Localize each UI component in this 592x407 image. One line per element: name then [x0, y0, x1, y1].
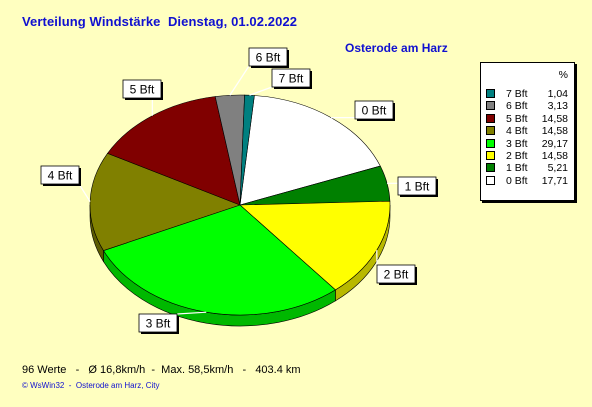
- legend-value: 3,13: [547, 100, 568, 113]
- legend-value: 1,04: [547, 88, 568, 100]
- legend-swatch: [486, 151, 495, 160]
- legend-swatch: [486, 175, 495, 185]
- legend-swatch: [486, 113, 495, 123]
- pie-label-box: [271, 68, 311, 88]
- footer-credit: © WsWin32 - Osterode am Harz, City: [22, 381, 160, 390]
- legend-swatch: [486, 138, 495, 148]
- legend-item: 6 Bft 3,13: [486, 100, 572, 112]
- legend-label: 1 Bft: [506, 162, 528, 175]
- legend-label: 5 Bft: [506, 112, 528, 125]
- legend-swatch: [486, 101, 495, 111]
- legend-value: 14,58: [541, 125, 568, 138]
- legend-item: 7 Bft 1,04: [486, 88, 572, 100]
- legend-item: 0 Bft 17,71: [486, 175, 572, 187]
- pie-label-box: [397, 176, 437, 196]
- pie-slice-7-bft: [239, 94, 255, 206]
- legend-header: %: [558, 69, 568, 81]
- stats-line: 96 Werte - Ø 16,8km/h - Max. 58,5km/h - …: [22, 364, 301, 376]
- pie-label-box: [376, 264, 416, 284]
- legend-value: 14,58: [541, 112, 568, 125]
- legend-label: 7 Bft: [506, 88, 528, 100]
- legend-value: 17,71: [541, 174, 568, 187]
- pie-slice-label: 2 Bft: [384, 268, 409, 282]
- pie-leader-line: [249, 86, 273, 96]
- legend-label: 0 Bft: [506, 174, 528, 187]
- pie-slice-3-bft: [103, 204, 336, 316]
- legend-label: 4 Bft: [506, 125, 528, 138]
- pie-slice-label: 1 Bft: [405, 180, 430, 194]
- pie-leader-line: [229, 65, 250, 96]
- pie-leader-line: [176, 311, 207, 315]
- legend-label: 3 Bft: [506, 137, 528, 150]
- pie-slice-label: 7 Bft: [279, 72, 304, 86]
- chart-subtitle-location: Osterode am Harz: [345, 41, 448, 55]
- legend-value: 14,58: [541, 150, 568, 162]
- pie-slice-label: 0 Bft: [362, 104, 387, 118]
- pie-top: [89, 94, 391, 316]
- pie-slice-label: 6 Bft: [256, 51, 281, 65]
- pie-slice-0-bft: [239, 95, 381, 206]
- legend-item: 1 Bft 5,21: [486, 162, 572, 174]
- pie-label-box: [122, 79, 162, 99]
- legend-swatch: [486, 89, 495, 98]
- legend-value: 5,21: [547, 162, 568, 175]
- legend-label: 6 Bft: [506, 100, 528, 113]
- legend: % 7 Bft 1,04 6 Bft 3,13 5 Bft 14,58 4 Bft 14,58…: [480, 62, 575, 201]
- pie-slice-label: 4 Bft: [48, 169, 73, 183]
- pie-leader-line: [78, 183, 91, 202]
- pie-label-box: [354, 100, 394, 120]
- pie-slice-label: 3 Bft: [146, 317, 171, 331]
- legend-label: 2 Bft: [506, 150, 528, 162]
- legend-swatch: [486, 126, 495, 136]
- legend-item: 5 Bft 14,58: [486, 113, 572, 125]
- pie-label-box: [138, 313, 178, 333]
- pie-label-box: [40, 165, 80, 185]
- legend-value: 29,17: [541, 137, 568, 150]
- pie-label-box: [248, 47, 288, 67]
- legend-swatch: [486, 163, 495, 173]
- chart-title: Verteilung Windstärke Dienstag, 01.02.20…: [22, 14, 298, 29]
- legend-item: 3 Bft 29,17: [486, 138, 572, 150]
- pie-slice-label: 5 Bft: [130, 83, 155, 97]
- pie-labels: 0 Bft 1 Bft 2 Bft 3 Bft 4 Bft 5 Bft 6 Bft 7 Bft: [40, 47, 438, 334]
- legend-item: 2 Bft 14,58: [486, 150, 572, 162]
- legend-item: 4 Bft 14,58: [486, 125, 572, 137]
